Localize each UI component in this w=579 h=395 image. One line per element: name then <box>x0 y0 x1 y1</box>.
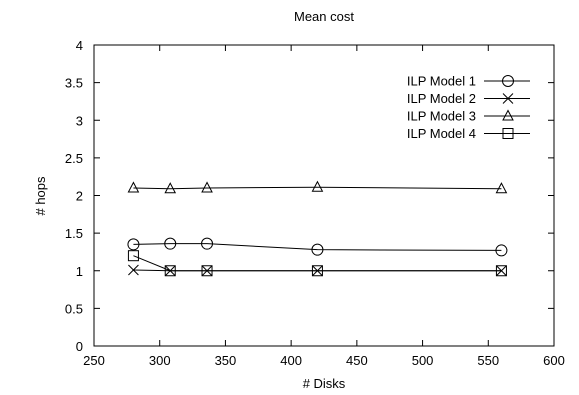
series-line <box>133 243 502 251</box>
series-layer <box>127 180 508 277</box>
x-tick-label: 450 <box>346 353 368 368</box>
data-point-square <box>164 265 176 277</box>
y-axis-label: # hops <box>33 176 48 216</box>
data-point-triangle <box>201 181 213 193</box>
y-tick-label: 3 <box>76 113 83 128</box>
data-point-triangle <box>495 182 508 194</box>
y-tick-label: 0.5 <box>65 301 83 316</box>
x-tick-label: 300 <box>149 353 171 368</box>
y-tick-label: 4 <box>76 38 83 53</box>
series-3 <box>127 180 508 194</box>
legend-marker-circle <box>502 75 514 87</box>
data-point-circle <box>495 244 508 257</box>
legend-entry: ILP Model 4 <box>407 126 530 141</box>
data-point-triangle <box>311 180 324 192</box>
x-tick-label: 400 <box>280 353 302 368</box>
x-tick-label: 550 <box>477 353 499 368</box>
legend-marker-cross <box>502 93 514 104</box>
y-tick-label: 1 <box>76 264 83 279</box>
y-tick-label: 0 <box>76 339 83 354</box>
legend-entry: ILP Model 1 <box>407 74 530 89</box>
legend-entry: ILP Model 2 <box>407 91 530 106</box>
x-tick-label: 600 <box>543 353 565 368</box>
marker-stroke <box>502 93 514 104</box>
legend-entry: ILP Model 3 <box>407 109 530 124</box>
plot-area-frame <box>93 44 555 347</box>
legend-label: ILP Model 2 <box>407 91 476 106</box>
data-point-triangle <box>127 181 140 193</box>
y-tick-label: 1.5 <box>65 226 83 241</box>
series-line <box>133 186 502 190</box>
series-1 <box>127 237 508 257</box>
data-point-circle <box>311 243 324 256</box>
data-point-square <box>495 265 507 277</box>
series-line <box>133 255 502 272</box>
marker-stroke <box>128 264 139 276</box>
data-point-circle <box>201 237 214 250</box>
x-tick-label: 250 <box>83 353 105 368</box>
axis-ticks: 250 300 350 400 450 500 550 600 0 0.5 1 1.5 2 2.5 3 3.5… <box>65 38 565 368</box>
x-tick-label: 500 <box>412 353 434 368</box>
data-point-cross <box>128 264 139 276</box>
chart-title: Mean cost <box>294 9 354 24</box>
data-point-circle <box>164 237 177 250</box>
legend-label: ILP Model 3 <box>407 109 476 124</box>
data-point-triangle <box>164 182 177 194</box>
data-point-square <box>127 250 139 262</box>
series-4 <box>127 250 507 277</box>
legend-marker-triangle <box>502 109 514 121</box>
legend-marker-square <box>502 128 514 139</box>
data-point-circle <box>127 238 140 251</box>
y-tick-label: 2.5 <box>65 151 83 166</box>
y-tick-label: 3.5 <box>65 76 83 91</box>
data-point-square <box>201 265 213 277</box>
legend-label: ILP Model 1 <box>407 74 476 89</box>
legend: ILP Model 1 ILP Model 2 ILP Model 3 ILP Mod… <box>407 74 530 141</box>
data-point-square <box>311 265 323 277</box>
y-tick-label: 2 <box>76 189 83 204</box>
legend-label: ILP Model 4 <box>407 126 476 141</box>
x-tick-label: 350 <box>215 353 237 368</box>
x-axis-label: # Disks <box>303 376 346 391</box>
